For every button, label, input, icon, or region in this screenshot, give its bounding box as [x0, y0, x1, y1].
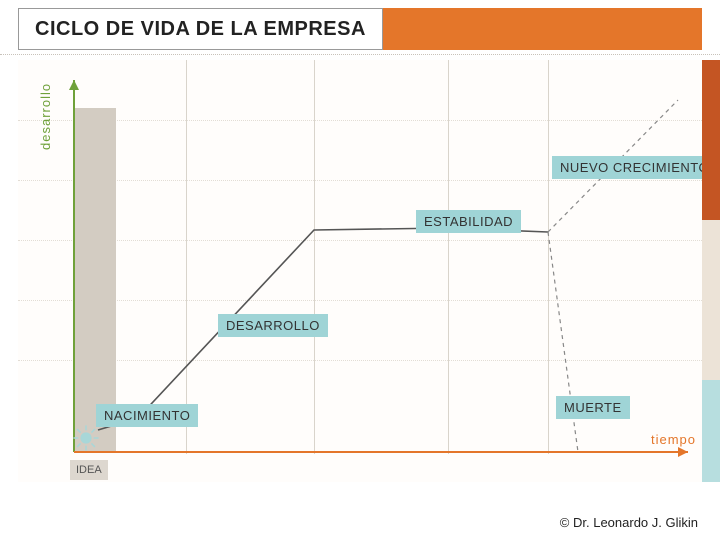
slide-title: CICLO DE VIDA DE LA EMPRESA	[18, 8, 383, 50]
lifecycle-chart: desarrollo tiempo IDEA NACIMIENTO DESARROLLO…	[18, 60, 702, 482]
slide-title-text: CICLO DE VIDA DE LA EMPRESA	[35, 18, 366, 41]
y-axis-label: desarrollo	[38, 83, 53, 150]
stage-idea: IDEA	[70, 460, 108, 480]
divider-dotted	[0, 54, 720, 55]
footer-credit: © Dr. Leonardo J. Glikin	[560, 515, 698, 530]
lightbulb-icon	[73, 425, 98, 450]
stage-nuevo: NUEVO CRECIMIENTO	[552, 156, 717, 179]
stage-estabilidad: ESTABILIDAD	[416, 210, 521, 233]
side-strip	[702, 220, 720, 380]
side-strip	[702, 60, 720, 220]
stage-nacimiento: NACIMIENTO	[96, 404, 198, 427]
stage-desarrollo_stage: DESARROLLO	[218, 314, 328, 337]
side-strip	[702, 380, 720, 482]
stage-muerte: MUERTE	[556, 396, 630, 419]
x-axis-label: tiempo	[651, 432, 696, 447]
chart-panel: desarrollo tiempo IDEA NACIMIENTO DESARROLLO…	[18, 60, 702, 482]
